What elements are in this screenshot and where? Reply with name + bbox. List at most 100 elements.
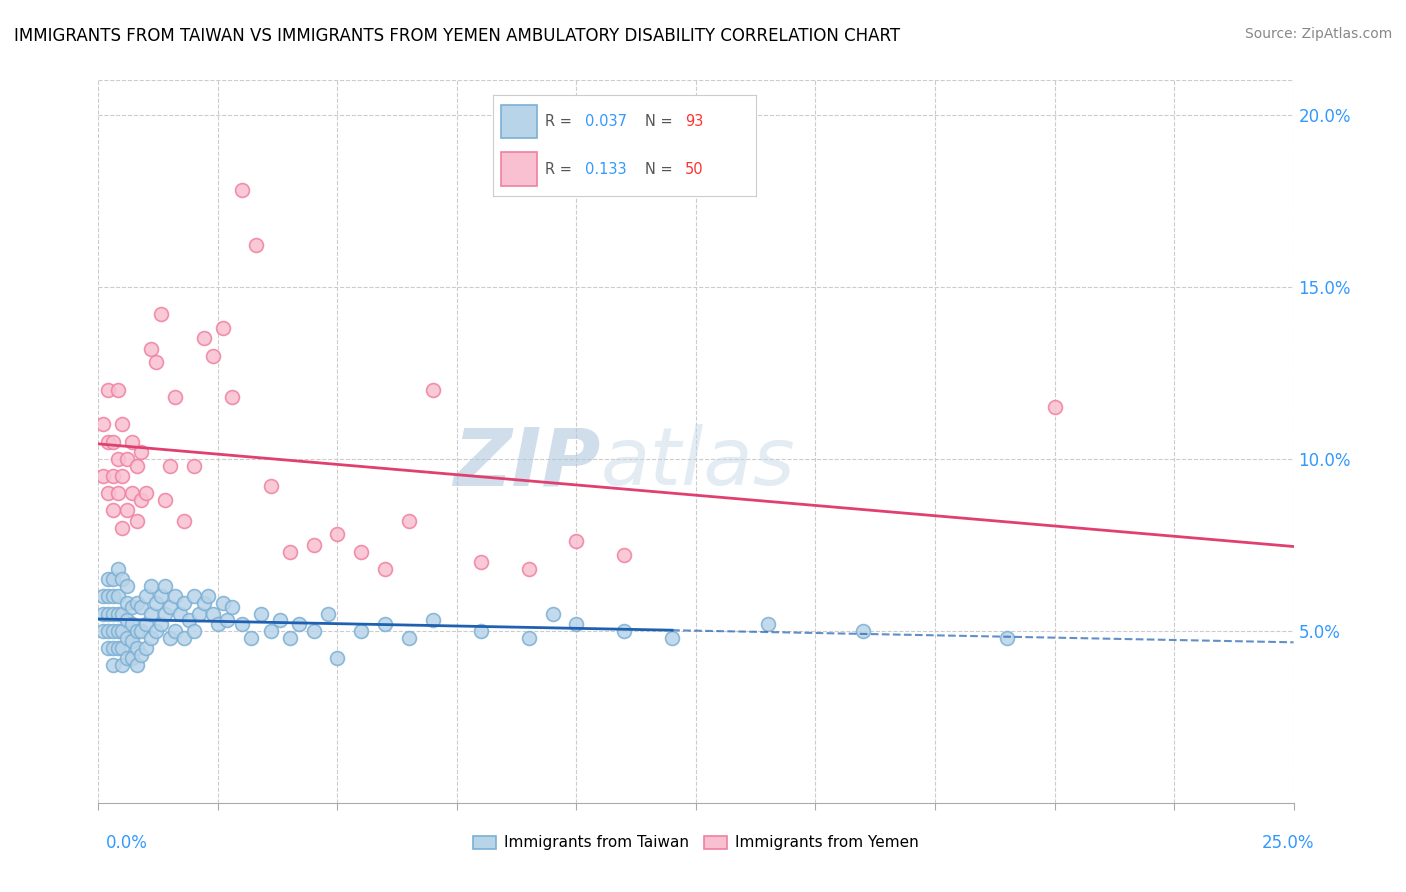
Point (187, 607, 209, 621)
Point (221, 599, 243, 614)
Point (193, 596, 215, 610)
Point (565, 616, 588, 631)
Point (183, 590, 205, 604)
Point (183, 624, 205, 638)
Point (111, 417, 134, 432)
Point (374, 616, 396, 631)
Point (101, 572, 124, 586)
Point (398, 631, 420, 645)
Point (1043, 400, 1066, 414)
Point (121, 616, 143, 631)
Point (135, 616, 157, 631)
Point (517, 631, 540, 645)
Point (107, 624, 129, 638)
Point (470, 555, 492, 569)
Point (97, 624, 120, 638)
Point (316, 607, 339, 621)
Point (131, 493, 153, 508)
Point (97, 486, 120, 500)
Point (193, 331, 215, 345)
Legend: Immigrants from Taiwan, Immigrants from Yemen: Immigrants from Taiwan, Immigrants from … (467, 830, 925, 856)
Point (202, 349, 225, 363)
Point (139, 607, 162, 621)
Point (111, 624, 134, 638)
Point (197, 590, 219, 604)
Point (131, 445, 153, 459)
Point (97, 572, 120, 586)
Point (101, 590, 124, 604)
Point (231, 616, 253, 631)
Point (302, 624, 325, 638)
Point (115, 451, 138, 466)
Point (269, 614, 291, 628)
Point (541, 607, 564, 621)
Point (202, 607, 225, 621)
Point (111, 658, 134, 673)
Point (107, 590, 129, 604)
Point (163, 624, 186, 638)
Point (245, 238, 267, 252)
Point (135, 590, 157, 604)
Point (115, 503, 138, 517)
Point (101, 469, 124, 483)
Point (149, 307, 172, 321)
Point (155, 493, 177, 508)
Point (278, 544, 301, 558)
Point (91, 417, 114, 432)
Text: 0.0%: 0.0% (105, 834, 148, 852)
Point (107, 486, 129, 500)
Point (155, 607, 177, 621)
Point (326, 651, 349, 665)
Point (101, 640, 124, 655)
Point (517, 562, 540, 576)
Point (326, 527, 349, 541)
Point (422, 614, 444, 628)
Point (121, 434, 143, 449)
Point (131, 648, 153, 662)
Text: IMMIGRANTS FROM TAIWAN VS IMMIGRANTS FROM YEMEN AMBULATORY DISABILITY CORRELATIO: IMMIGRANTS FROM TAIWAN VS IMMIGRANTS FRO… (14, 27, 900, 45)
Point (131, 624, 153, 638)
Point (111, 520, 134, 534)
Point (125, 596, 148, 610)
Point (115, 596, 138, 610)
Text: Source: ZipAtlas.com: Source: ZipAtlas.com (1244, 27, 1392, 41)
Point (139, 342, 162, 356)
Point (135, 640, 157, 655)
Point (302, 538, 325, 552)
Point (756, 616, 779, 631)
Point (278, 631, 301, 645)
Point (91, 607, 114, 621)
Point (250, 607, 273, 621)
Point (97, 383, 120, 397)
Point (125, 514, 148, 528)
Point (398, 514, 420, 528)
Text: 25.0%: 25.0% (1263, 834, 1315, 852)
Point (101, 434, 124, 449)
Point (207, 616, 229, 631)
Point (661, 631, 683, 645)
Point (149, 616, 172, 631)
Point (374, 562, 396, 576)
Point (470, 624, 492, 638)
Point (565, 534, 588, 549)
Point (159, 458, 181, 473)
Point (115, 579, 138, 593)
Point (145, 624, 167, 638)
Point (852, 624, 875, 638)
Text: atlas: atlas (600, 425, 796, 502)
Point (121, 599, 143, 614)
Point (288, 616, 311, 631)
Point (101, 503, 124, 517)
Point (121, 651, 143, 665)
Point (101, 607, 124, 621)
Point (111, 572, 134, 586)
Point (115, 614, 138, 628)
Point (613, 624, 636, 638)
Point (101, 658, 124, 673)
Point (163, 590, 186, 604)
Point (107, 640, 129, 655)
Point (159, 631, 181, 645)
Point (91, 469, 114, 483)
Point (107, 383, 129, 397)
Point (173, 631, 195, 645)
